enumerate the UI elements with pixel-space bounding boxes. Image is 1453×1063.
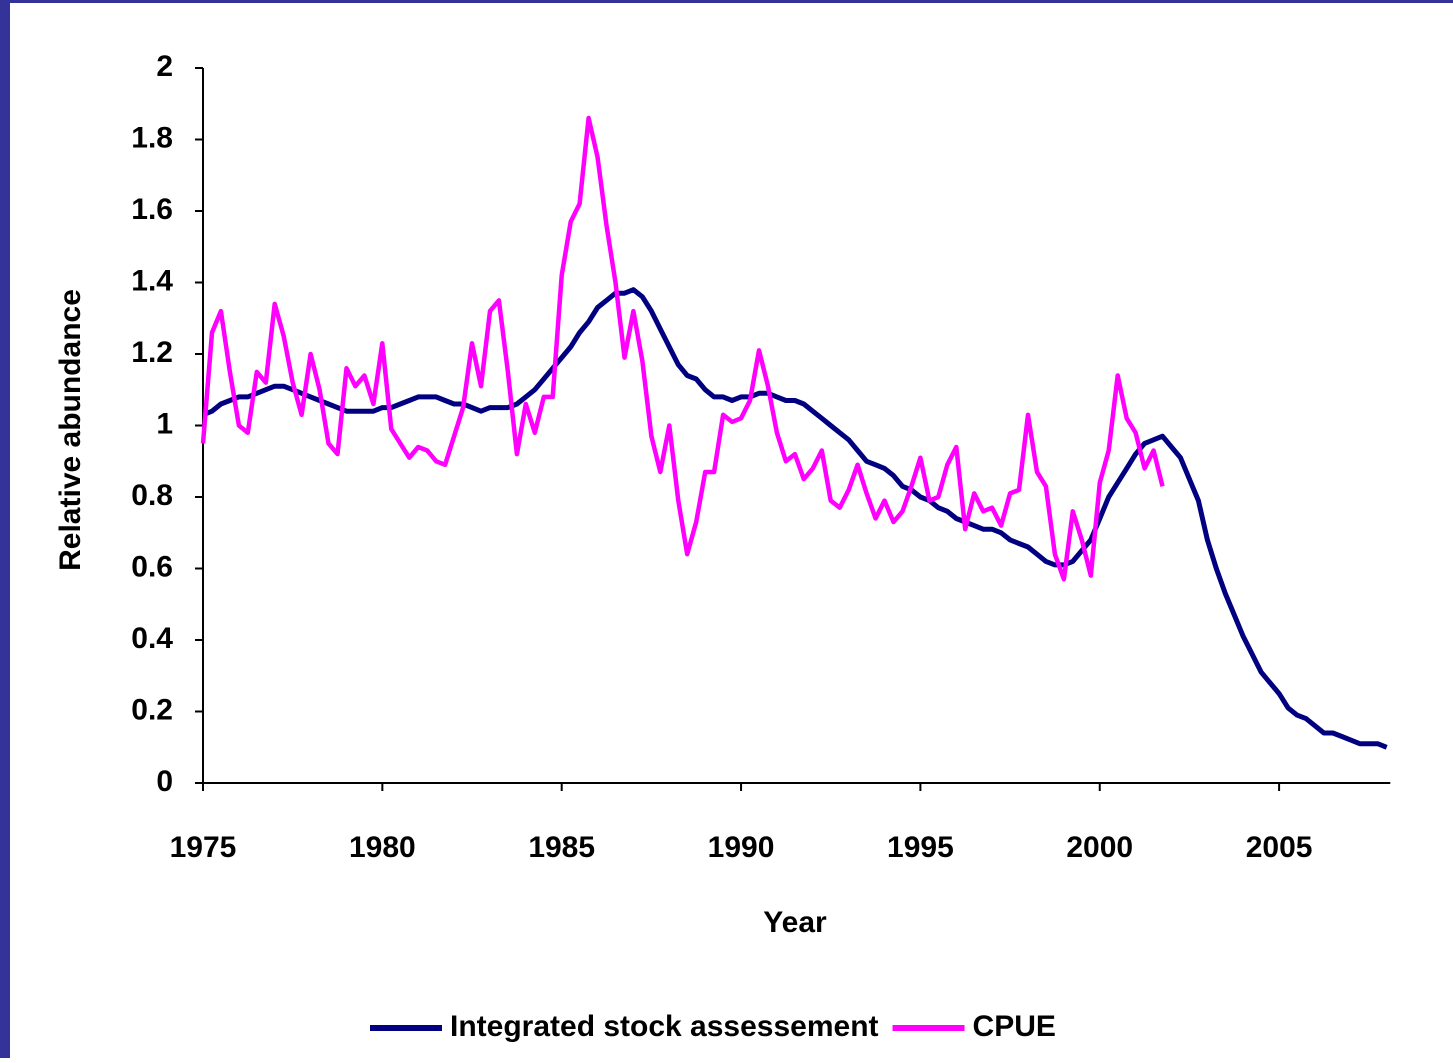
- x-tick-label: 1985: [528, 831, 595, 864]
- series-line: [202, 287, 1388, 750]
- x-axis-title: Year: [763, 906, 827, 939]
- series-line: [200, 115, 1165, 582]
- x-tick-label: 1995: [887, 831, 954, 864]
- y-tick-label: 0.8: [131, 479, 173, 512]
- x-tick-label: 1980: [349, 831, 416, 864]
- y-tick-label: 0.6: [131, 550, 173, 583]
- y-tick-label: 1.6: [131, 193, 173, 226]
- x-tick-label: 2005: [1246, 831, 1313, 864]
- legend-label: CPUE: [973, 1010, 1056, 1043]
- x-tick-label: 2000: [1066, 831, 1133, 864]
- x-tick-label: 1990: [708, 831, 775, 864]
- legend-label: Integrated stock assessement: [450, 1010, 879, 1043]
- y-tick-label: 2: [156, 50, 173, 83]
- y-tick-label: 1: [156, 407, 173, 440]
- y-tick-label: 1.2: [131, 336, 173, 369]
- y-tick-label: 1.8: [131, 121, 173, 154]
- slide: [10, 3, 1453, 1058]
- y-tick-label: 0.2: [131, 693, 173, 726]
- y-axis-title: Relative abundance: [54, 289, 87, 571]
- y-tick-label: 0: [156, 765, 173, 798]
- y-tick-label: 1.4: [131, 264, 173, 297]
- y-tick-label: 0.4: [131, 622, 173, 655]
- x-tick-label: 1975: [170, 831, 237, 864]
